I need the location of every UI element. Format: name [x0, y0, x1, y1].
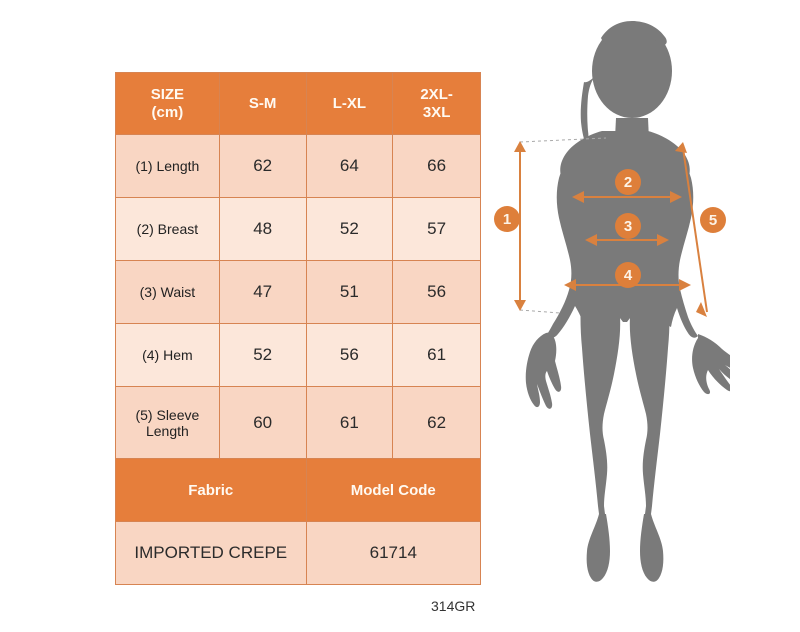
svg-text:1: 1	[503, 211, 511, 228]
